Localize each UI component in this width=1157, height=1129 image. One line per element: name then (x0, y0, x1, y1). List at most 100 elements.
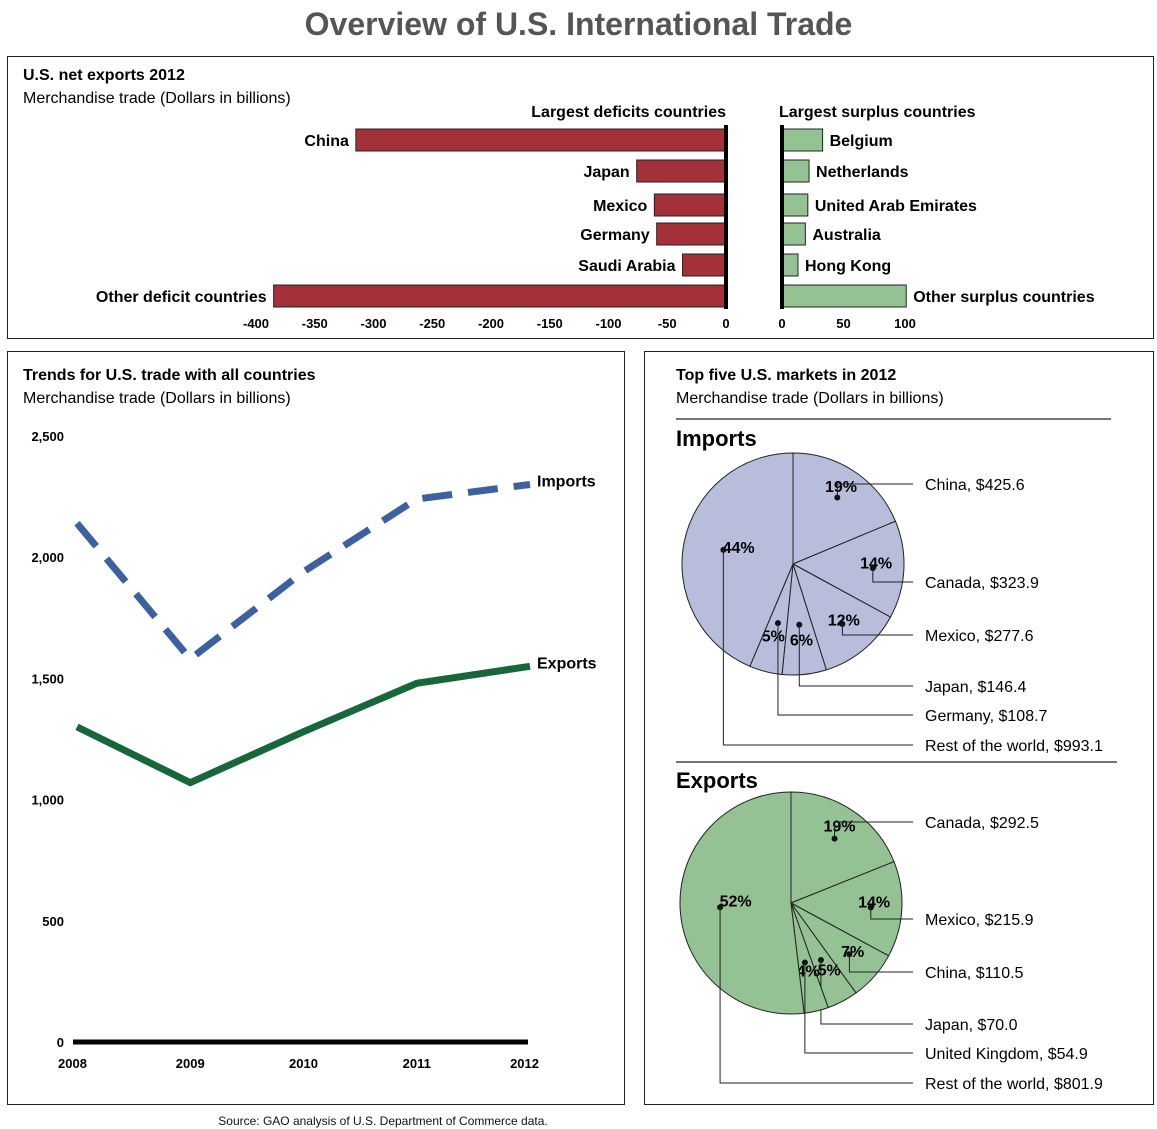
surplus-bar (781, 159, 810, 183)
leader-line (836, 483, 913, 498)
y-tick-label: 2,000 (31, 550, 64, 565)
pie-slice (792, 452, 897, 565)
deficit-label: Saudi Arabia (578, 258, 675, 275)
deficit-bar (355, 128, 727, 152)
y-tick-label: 2,500 (31, 429, 64, 444)
pie-percent-label: 14% (860, 555, 892, 572)
pie-percent-label: 5% (818, 963, 841, 980)
deficit-tick-label: -50 (658, 316, 677, 331)
pie-slice-label: Rest of the world, $993.1 (925, 738, 1103, 755)
x-tick-label: 2008 (58, 1056, 87, 1071)
series-label: Imports (537, 473, 596, 490)
deficit-tick-label: -100 (595, 316, 621, 331)
net-exports-panel: U.S. net exports 2012 Merchandise trade (… (7, 56, 1154, 339)
pie-percent-label: 5% (762, 628, 785, 645)
deficit-tick-label: -350 (302, 316, 328, 331)
leader-line (804, 962, 913, 1054)
source-note: Source: GAO analysis of U.S. Department … (218, 1114, 548, 1128)
pie-heading: Imports (676, 426, 757, 451)
surplus-label: United Arab Emirates (815, 198, 977, 215)
surplus-tick-label: 0 (778, 316, 785, 331)
deficit-label: Mexico (593, 198, 647, 215)
pie-heading: Exports (676, 768, 758, 793)
surplus-heading: Largest surplus countries (779, 104, 976, 121)
surplus-label: Netherlands (816, 164, 909, 181)
x-tick-label: 2011 (403, 1056, 431, 1071)
surplus-label: Belgium (830, 133, 893, 150)
surplus-bar (781, 193, 809, 217)
net-exports-chart: U.S. net exports 2012 Merchandise trade (… (23, 67, 1095, 331)
deficit-label: China (304, 133, 349, 150)
deficit-bar (273, 284, 727, 308)
leader-line (841, 623, 913, 636)
trade-trends-chart: Trends for U.S. trade with all countries… (23, 367, 597, 1071)
leader-line (820, 959, 913, 1025)
x-tick-label: 2010 (289, 1056, 318, 1071)
surplus-bar (781, 222, 806, 246)
deficit-tick-label: -400 (243, 316, 269, 331)
y-tick-label: 1,500 (31, 671, 64, 686)
leader-line (870, 907, 913, 920)
leader-line (719, 907, 913, 1084)
pie-slice-label: Canada, $323.9 (925, 575, 1039, 592)
pie-slice-label: China, $425.6 (925, 477, 1025, 494)
top-markets-panel: Top five U.S. markets in 2012 Merchandise… (644, 351, 1154, 1105)
pie-slice-label: Japan, $146.4 (925, 679, 1027, 696)
leader-line (872, 568, 913, 583)
pie-slice-label: Germany, $108.7 (925, 708, 1048, 725)
pie-percent-label: 14% (858, 895, 890, 912)
leader-line (834, 821, 913, 839)
deficit-bar (636, 159, 727, 183)
deficit-label: Germany (580, 227, 649, 244)
deficit-tick-label: -200 (478, 316, 504, 331)
deficit-heading: Largest deficits countries (531, 104, 726, 121)
surplus-bar (781, 284, 907, 308)
deficit-tick-label: -300 (360, 316, 386, 331)
pie-percent-label: 52% (720, 893, 752, 910)
trade-trends-panel: Trends for U.S. trade with all countries… (7, 351, 625, 1105)
deficit-tick-label: -250 (419, 316, 445, 331)
pie-percent-label: 19% (823, 818, 855, 835)
chart-title: Trends for U.S. trade with all countries (23, 367, 316, 384)
pie-percent-label: 19% (825, 479, 857, 496)
surplus-bar (781, 128, 824, 152)
surplus-label: Hong Kong (805, 258, 891, 275)
pie-slice (789, 860, 903, 957)
top-markets-chart: Top five U.S. markets in 2012 Merchandise… (676, 367, 1117, 1093)
pie-percent-label: 12% (828, 613, 860, 630)
leader-line (722, 549, 913, 746)
series-label: Exports (537, 655, 597, 672)
chart-subtitle: Merchandise trade (Dollars in billions) (23, 90, 291, 107)
surplus-bar (781, 253, 799, 277)
leader-line (848, 954, 913, 973)
deficit-bar (682, 253, 727, 277)
deficit-tick-label: -150 (537, 316, 563, 331)
pie-slice-label: United Kingdom, $54.9 (925, 1046, 1088, 1063)
leader-line (777, 623, 913, 716)
deficit-bar (656, 222, 727, 246)
pie-slice-label: Japan, $70.0 (925, 1017, 1018, 1034)
pie-slice (792, 562, 892, 671)
pie-slice (679, 791, 805, 1015)
pie-percent-label: 4% (797, 963, 820, 980)
surplus-label: Australia (812, 227, 881, 244)
leader-dot (834, 494, 841, 501)
pie-slice-label: Mexico, $277.6 (925, 628, 1034, 645)
series-line-exports (75, 662, 531, 787)
x-tick-label: 2012 (510, 1056, 539, 1071)
deficit-label: Other deficit countries (96, 289, 267, 306)
pie-percent-label: 7% (841, 944, 864, 961)
deficit-label: Japan (583, 164, 629, 181)
pie-slice (790, 791, 895, 904)
leader-line (798, 624, 913, 687)
chart-subtitle: Merchandise trade (Dollars in billions) (676, 390, 944, 407)
pie-slice (791, 520, 905, 618)
deficit-tick-label: 0 (722, 316, 729, 331)
pie-percent-label: 44% (723, 540, 755, 557)
y-tick-label: 1,000 (31, 793, 64, 808)
x-tick-label: 2009 (176, 1056, 205, 1071)
surplus-label: Other surplus countries (913, 289, 1094, 306)
surplus-tick-label: 100 (894, 316, 916, 331)
surplus-tick-label: 50 (836, 316, 850, 331)
pie-slice-label: Mexico, $215.9 (925, 912, 1034, 929)
